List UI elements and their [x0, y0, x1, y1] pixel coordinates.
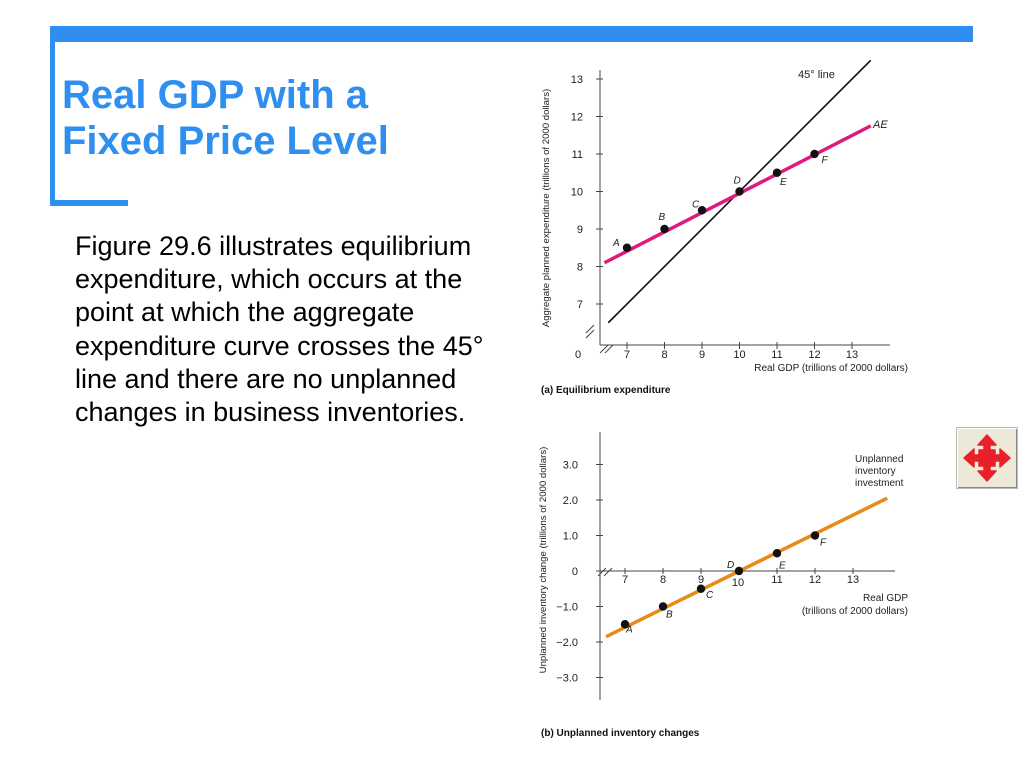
panel-b-point-label: D	[727, 560, 734, 571]
slide-title: Real GDP with a Fixed Price Level	[62, 72, 482, 164]
panel-a-y-tick-label: 8	[577, 262, 583, 274]
panel-a-y-tick-label: 12	[571, 112, 583, 124]
panel-b-x-axis-title: Real GDP	[863, 593, 908, 604]
panel-b-x-break-mark	[597, 567, 607, 577]
panel-b-x-tick-label: 9	[698, 574, 704, 586]
panel-b-point-b	[658, 602, 668, 611]
panel-b-x-tick-label: 8	[660, 574, 666, 586]
panel-b-x-axis-title: (trillions of 2000 dollars)	[802, 606, 908, 617]
panel-a-x-tick-label: 0	[575, 349, 581, 361]
panel-a-y-tick-label: 7	[577, 299, 583, 311]
panel-a-y-break-mark	[585, 324, 595, 334]
panel-a-x-break-mark	[599, 344, 609, 354]
panel-a-point-f	[810, 149, 819, 159]
panel-a-y-axis-title: Aggregate planned expenditure (trillions…	[541, 89, 552, 327]
inventory-series-label: Unplanned	[855, 454, 903, 465]
panel-b-point-a	[620, 620, 630, 629]
panel-a-y-tick-label: 9	[577, 224, 583, 236]
panel-b-x-tick-label: 10	[732, 577, 744, 589]
panel-b-y-tick-label: 2.0	[563, 495, 578, 507]
panel-b-point-label: F	[820, 538, 827, 549]
panel-a-point-d	[735, 187, 744, 196]
panel-a-x-axis-title: Real GDP (trillions of 2000 dollars)	[754, 363, 908, 374]
panel-b-x-tick-label: 11	[771, 574, 782, 586]
panel-b-x-break-mark	[603, 567, 613, 577]
panel-a-point-label: C	[692, 199, 700, 210]
panel-a-point-label: B	[659, 212, 666, 223]
inventory-series-label: inventory	[855, 466, 896, 477]
panel-b-point-label: C	[706, 590, 714, 601]
panel-b-x-tick-label: 7	[622, 574, 628, 586]
panel-a-point-label: E	[780, 177, 787, 188]
four-way-arrow-icon	[963, 434, 1011, 482]
panel-a-y-tick-label: 10	[571, 187, 583, 199]
panel-b-y-tick-label: 3.0	[563, 460, 578, 472]
panel-b-y-tick-label: 0	[572, 566, 578, 578]
panel-a-caption: (a) Equilibrium expenditure	[541, 385, 671, 396]
navigation-button[interactable]	[956, 427, 1018, 489]
panel-b-y-tick-label: −2.0	[556, 637, 578, 649]
panel-b-point-label: A	[625, 624, 633, 635]
panel-a-point-b	[660, 224, 669, 234]
panel-b-x-tick-label: 12	[809, 574, 821, 586]
panel-a-point-e	[772, 168, 782, 177]
panel-a-x-tick-label: 11	[771, 349, 782, 361]
panel-a-x-tick-label: 9	[699, 349, 705, 361]
panel-b-caption: (b) Unplanned inventory changes	[541, 728, 700, 739]
header-accent-bar	[50, 26, 973, 42]
panel-a-x-tick-label: 8	[661, 349, 667, 361]
forty-five-line-label: 45° line	[798, 69, 835, 81]
panel-a-x-tick-label: 7	[624, 349, 630, 361]
title-accent-bar	[50, 26, 55, 204]
panel-b-point-d	[734, 566, 744, 576]
panel-a-y-tick-label: 11	[572, 149, 583, 161]
panel-b-point-e	[772, 549, 782, 558]
panel-a-point-label: D	[734, 176, 741, 187]
panel-a-point-label: A	[612, 238, 620, 249]
panel-a-x-tick-label: 13	[846, 349, 858, 361]
panel-b-x-tick-label: 13	[847, 574, 859, 586]
panel-b-point-f	[810, 531, 820, 540]
panel-a-x-tick-label: 12	[808, 349, 820, 361]
panel-b-y-tick-label: −3.0	[556, 673, 578, 685]
panel-b-point-c	[696, 584, 706, 593]
inventory-series-label: investment	[855, 478, 904, 489]
panel-b-y-axis-title: Unplanned inventory change (trillions of…	[538, 447, 549, 674]
body-text: Figure 29.6 illustrates equilibrium expe…	[75, 231, 484, 428]
title-underline-bar	[50, 200, 128, 206]
title-line-1: Real GDP with a	[62, 73, 369, 117]
panel-a-y-tick-label: 13	[571, 74, 583, 86]
panel-b-point-label: B	[666, 610, 673, 621]
panel-b-point-label: E	[779, 560, 786, 571]
title-line-2: Fixed Price Level	[62, 119, 389, 163]
ae-line-label: AE	[872, 119, 888, 131]
panel-a-point-label: F	[822, 155, 829, 166]
panel-a-point-c	[697, 206, 707, 215]
panel-b-y-tick-label: −1.0	[556, 602, 578, 614]
panel-a-x-tick-label: 10	[733, 349, 745, 361]
panel-a-y-break-mark	[585, 329, 595, 339]
unplanned-inventory-line	[605, 496, 888, 639]
panel-b-y-tick-label: 1.0	[563, 531, 578, 543]
panel-a-x-break-mark	[604, 344, 614, 354]
panel-a-point-a	[622, 243, 632, 252]
